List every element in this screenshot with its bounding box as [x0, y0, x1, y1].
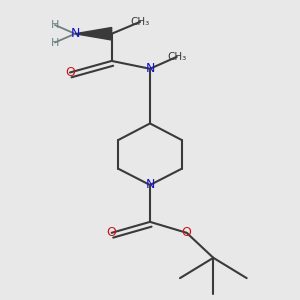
Text: O: O	[182, 226, 192, 239]
Text: CH₃: CH₃	[130, 17, 150, 27]
Polygon shape	[75, 28, 112, 40]
Text: O: O	[65, 66, 75, 79]
Text: O: O	[107, 226, 117, 239]
Text: H: H	[51, 38, 59, 47]
Text: CH₃: CH₃	[167, 52, 186, 62]
Text: N: N	[70, 27, 80, 40]
Text: N: N	[145, 62, 155, 75]
Text: N: N	[145, 178, 155, 191]
Text: H: H	[51, 20, 59, 30]
